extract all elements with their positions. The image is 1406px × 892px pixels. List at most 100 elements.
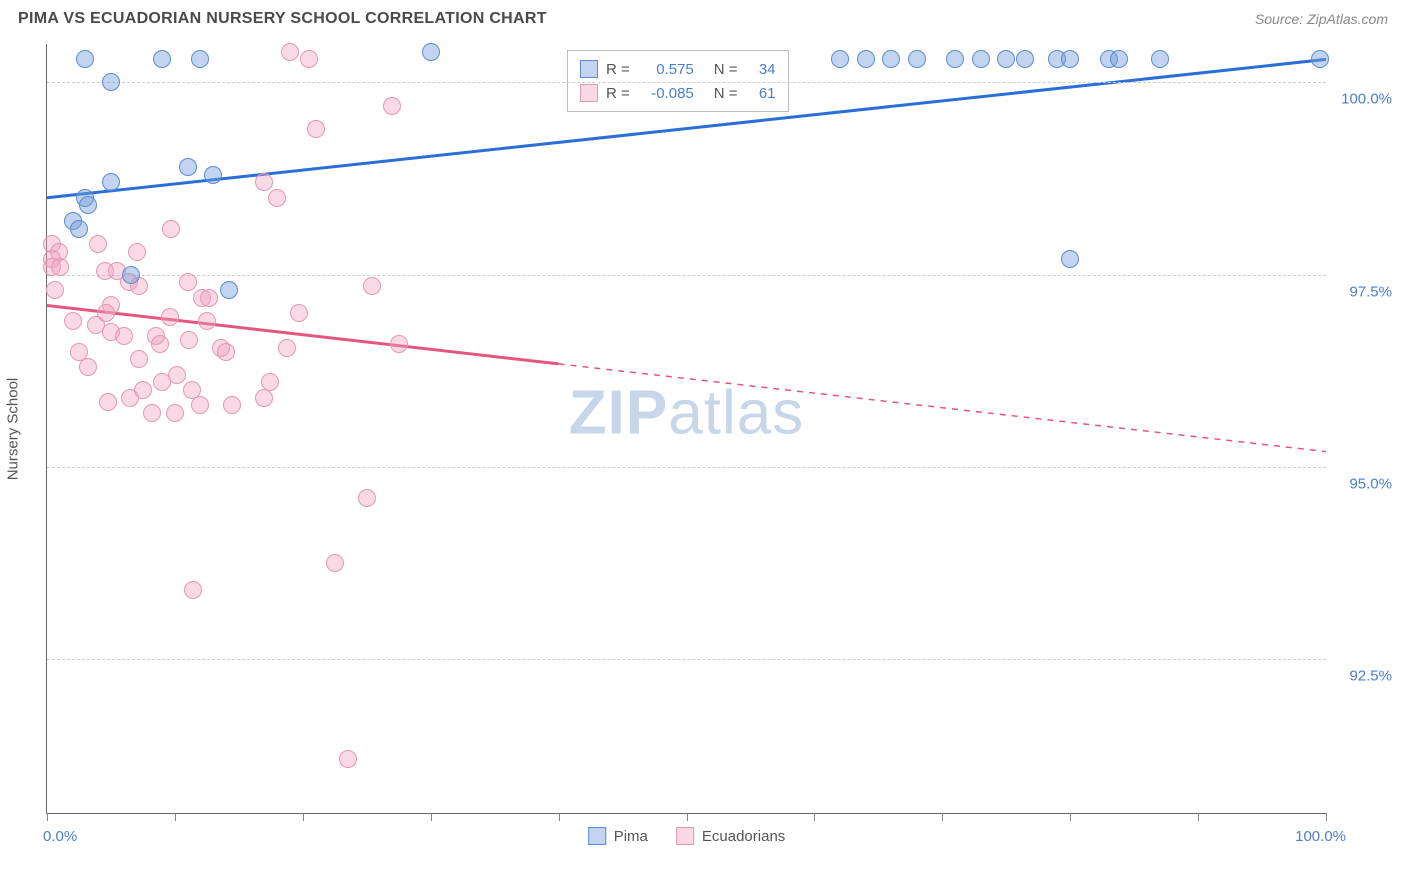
y-tick-label: 92.5% xyxy=(1349,668,1392,685)
scatter-point xyxy=(130,350,148,368)
x-tick xyxy=(431,813,432,821)
trendlines-svg xyxy=(47,44,1326,813)
scatter-point xyxy=(255,173,273,191)
scatter-point xyxy=(168,366,186,384)
x-tick xyxy=(942,813,943,821)
legend-n-value: 34 xyxy=(746,61,776,78)
x-tick xyxy=(175,813,176,821)
legend-n-label: N = xyxy=(714,61,738,78)
scatter-point xyxy=(997,50,1015,68)
series-legend: Pima Ecuadorians xyxy=(588,827,786,845)
scatter-point xyxy=(179,158,197,176)
gridline: 97.5% xyxy=(47,275,1326,276)
scatter-point xyxy=(153,373,171,391)
legend-item: Ecuadorians xyxy=(676,827,785,845)
gridline: 100.0% xyxy=(47,82,1326,83)
scatter-point xyxy=(121,389,139,407)
scatter-point xyxy=(326,554,344,572)
scatter-point xyxy=(166,404,184,422)
scatter-point xyxy=(882,50,900,68)
scatter-point xyxy=(217,343,235,361)
x-tick xyxy=(1070,813,1071,821)
legend-stat-row: R =0.575N =34 xyxy=(580,57,776,81)
legend-stat-row: R = -0.085 N = 61 xyxy=(580,81,776,105)
x-tick xyxy=(814,813,815,821)
legend-swatch xyxy=(676,827,694,845)
x-tick xyxy=(559,813,560,821)
scatter-point xyxy=(946,50,964,68)
legend-n-label: N = xyxy=(714,85,738,102)
scatter-point xyxy=(200,289,218,307)
scatter-point xyxy=(290,304,308,322)
scatter-point xyxy=(363,277,381,295)
scatter-point xyxy=(908,50,926,68)
gridline: 92.5% xyxy=(47,659,1326,660)
y-tick-label: 95.0% xyxy=(1349,475,1392,492)
scatter-point xyxy=(161,308,179,326)
scatter-point xyxy=(1151,50,1169,68)
scatter-point xyxy=(383,97,401,115)
scatter-point xyxy=(220,281,238,299)
scatter-point xyxy=(300,50,318,68)
chart-plot-area: ZIPatlas Nursery School 0.0% 100.0% R =0… xyxy=(46,44,1326,814)
scatter-point xyxy=(179,273,197,291)
scatter-point xyxy=(191,396,209,414)
scatter-point xyxy=(97,304,115,322)
scatter-point xyxy=(51,258,69,276)
legend-swatch xyxy=(588,827,606,845)
x-tick xyxy=(1326,813,1327,821)
scatter-point xyxy=(153,50,171,68)
scatter-point xyxy=(102,173,120,191)
legend-swatch xyxy=(580,60,598,78)
scatter-point xyxy=(128,243,146,261)
scatter-point xyxy=(1061,250,1079,268)
scatter-point xyxy=(307,120,325,138)
scatter-point xyxy=(1061,50,1079,68)
scatter-point xyxy=(422,43,440,61)
legend-label: Ecuadorians xyxy=(702,828,785,845)
scatter-point xyxy=(1016,50,1034,68)
scatter-point xyxy=(857,50,875,68)
scatter-point xyxy=(162,220,180,238)
y-axis-title: Nursery School xyxy=(5,377,22,480)
scatter-point xyxy=(184,581,202,599)
x-tick xyxy=(1198,813,1199,821)
watermark: ZIPatlas xyxy=(569,378,804,449)
stats-legend: R =0.575N =34R =-0.085N =61 xyxy=(567,50,789,112)
scatter-point xyxy=(99,393,117,411)
scatter-point xyxy=(70,220,88,238)
legend-r-label: R = xyxy=(606,85,630,102)
y-tick-label: 97.5% xyxy=(1349,283,1392,300)
legend-label: Pima xyxy=(614,828,648,845)
y-tick-label: 100.0% xyxy=(1341,91,1392,108)
scatter-point xyxy=(46,281,64,299)
scatter-point xyxy=(255,389,273,407)
scatter-point xyxy=(115,327,133,345)
scatter-point xyxy=(151,335,169,353)
scatter-point xyxy=(122,266,140,284)
scatter-point xyxy=(204,166,222,184)
scatter-point xyxy=(198,312,216,330)
gridline: 95.0% xyxy=(47,467,1326,468)
scatter-point xyxy=(79,358,97,376)
scatter-point xyxy=(191,50,209,68)
x-tick xyxy=(47,813,48,821)
legend-item: Pima xyxy=(588,827,648,845)
scatter-point xyxy=(1311,50,1329,68)
scatter-point xyxy=(102,73,120,91)
scatter-point xyxy=(281,43,299,61)
legend-n-value: 61 xyxy=(746,85,776,102)
scatter-point xyxy=(390,335,408,353)
scatter-point xyxy=(1110,50,1128,68)
scatter-point xyxy=(972,50,990,68)
x-tick xyxy=(687,813,688,821)
scatter-point xyxy=(223,396,241,414)
scatter-point xyxy=(180,331,198,349)
x-label-min: 0.0% xyxy=(43,828,77,845)
x-label-max: 100.0% xyxy=(1295,828,1346,845)
legend-swatch xyxy=(580,84,598,102)
chart-title: PIMA VS ECUADORIAN NURSERY SCHOOL CORREL… xyxy=(18,10,547,28)
legend-r-label: R = xyxy=(606,61,630,78)
legend-r-value: -0.085 xyxy=(638,85,694,102)
chart-source: Source: ZipAtlas.com xyxy=(1255,11,1388,27)
